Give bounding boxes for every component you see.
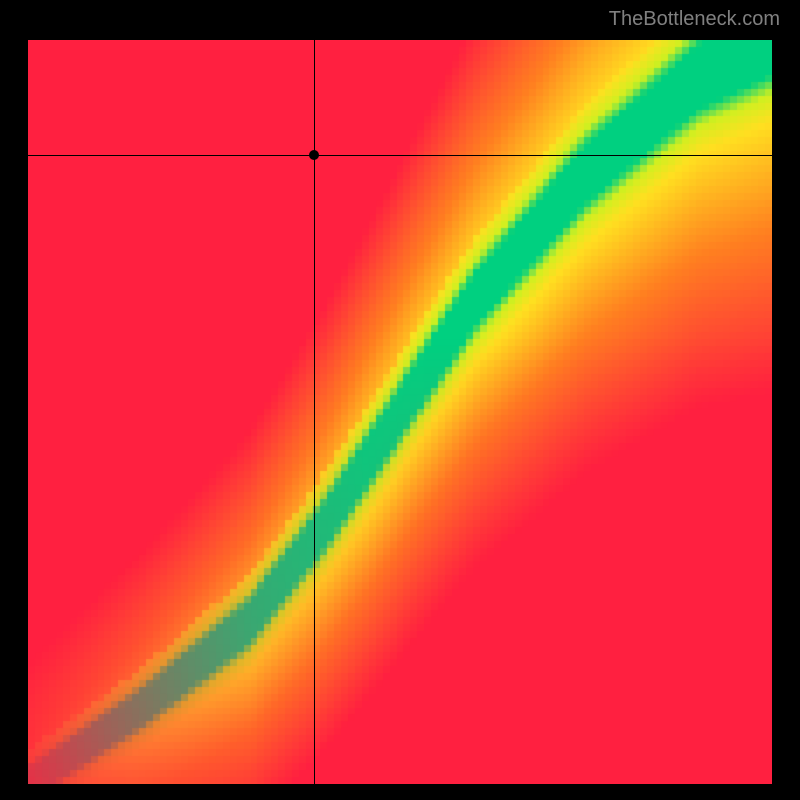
heatmap-canvas	[28, 40, 772, 784]
watermark-text: TheBottleneck.com	[609, 8, 780, 31]
crosshair-marker	[309, 150, 319, 160]
heatmap-chart	[28, 40, 772, 784]
crosshair-horizontal	[28, 155, 772, 156]
